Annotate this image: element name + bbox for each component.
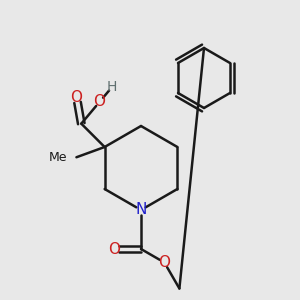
- Text: Me: Me: [49, 151, 68, 164]
- Text: O: O: [158, 255, 170, 270]
- Text: O: O: [94, 94, 106, 109]
- Text: H: H: [107, 80, 117, 94]
- Text: O: O: [70, 90, 83, 105]
- Text: O: O: [108, 242, 120, 256]
- Text: N: N: [135, 202, 147, 217]
